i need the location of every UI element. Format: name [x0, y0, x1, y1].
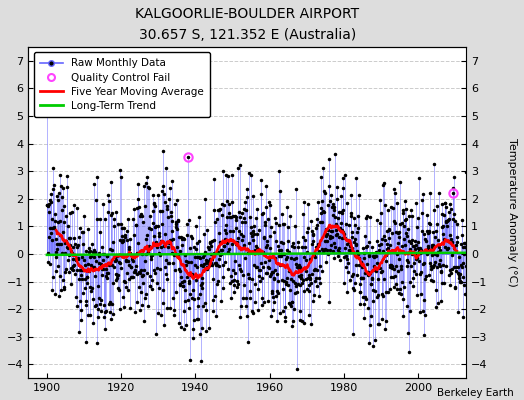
Y-axis label: Temperature Anomaly (°C): Temperature Anomaly (°C) — [507, 138, 517, 287]
Title: KALGOORLIE-BOULDER AIRPORT
30.657 S, 121.352 E (Australia): KALGOORLIE-BOULDER AIRPORT 30.657 S, 121… — [135, 7, 359, 42]
Text: Berkeley Earth: Berkeley Earth — [437, 388, 514, 398]
Legend: Raw Monthly Data, Quality Control Fail, Five Year Moving Average, Long-Term Tren: Raw Monthly Data, Quality Control Fail, … — [34, 52, 210, 117]
